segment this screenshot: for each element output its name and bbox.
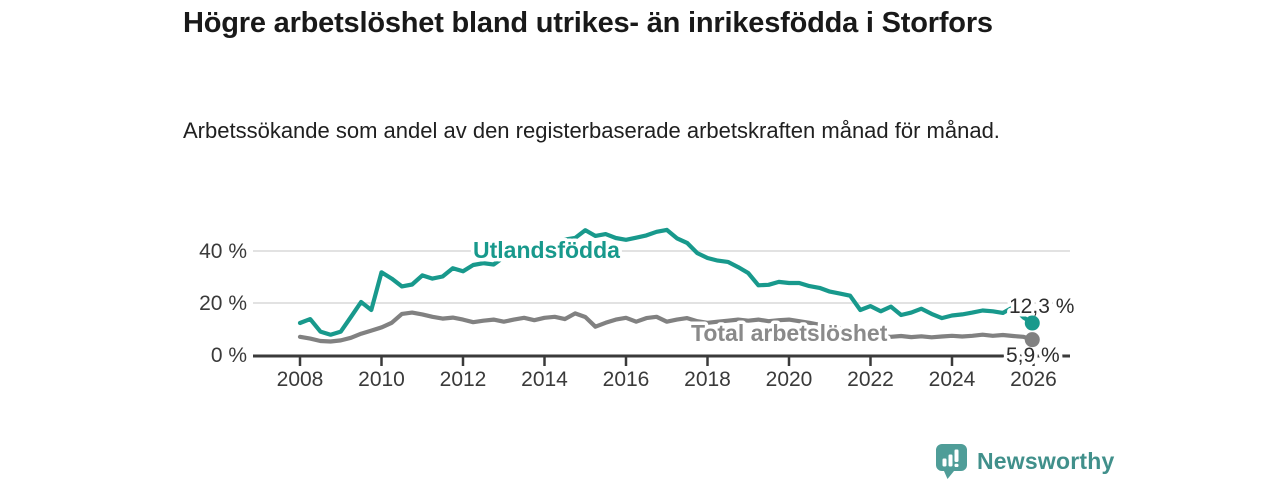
newsworthy-logo-icon [936,444,967,479]
x-tick-label-2008: 2008 [277,368,324,391]
x-tick-label-2018: 2018 [684,368,731,391]
newsworthy-wordmark: Newsworthy [977,448,1115,474]
utlandsfodda-end-dot [1024,315,1040,331]
newsworthy-logo: Newsworthy [936,444,1114,479]
y-tick-label-40: 40 % [199,240,247,263]
x-tick-label-2012: 2012 [440,368,487,391]
total-end-label: 5,9 % [1006,344,1060,367]
utlandsfodda-end-label: 12,3 % [1009,295,1074,318]
x-tick-label-2024: 2024 [929,368,976,391]
total-end-dot [1024,332,1040,348]
y-tick-label-0: 0 % [211,344,247,367]
x-tick-label-2016: 2016 [603,368,650,391]
x-tick-label-2022: 2022 [847,368,894,391]
chart-subtitle: Arbetssökande som andel av den registerb… [183,118,1000,143]
x-tick-label-2014: 2014 [521,368,568,391]
logo-bar-medium [948,454,953,467]
total-line [297,310,1035,344]
logo-bar-small [942,458,947,467]
utlandsfodda-line [297,227,1035,337]
logo-exclamation-dot [954,463,959,467]
x-tick-label-2010: 2010 [358,368,405,391]
total-label: Total arbetslöshet [691,320,888,346]
x-tick-label-2026: 2026 [1010,368,1057,391]
x-tick-label-2020: 2020 [766,368,813,391]
chart-title: Högre arbetslöshet bland utrikes- än inr… [183,7,993,39]
utlandsfodda-label: Utlandsfödda [473,237,620,263]
y-tick-label-20: 20 % [199,292,247,315]
logo-exclamation-bar [954,449,959,462]
